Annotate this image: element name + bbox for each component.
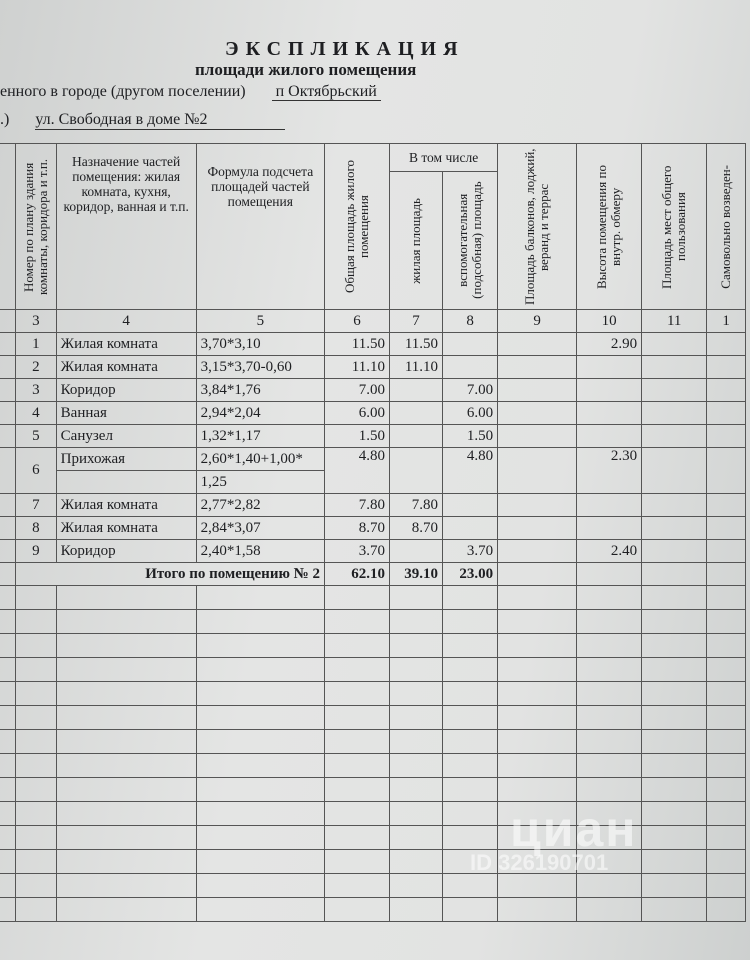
col-header-3: Номер по плану здания комнаты, коридора … (15, 143, 57, 310)
empty-row (0, 825, 746, 850)
col-header-12: Самовольно возведен- (706, 143, 746, 310)
empty-row (0, 873, 746, 898)
empty-row (0, 777, 746, 802)
col-header-7: жилая площадь (388, 171, 444, 310)
table-row: 4 Ванная 2,94*2,04 6.00 6.00 (0, 401, 746, 425)
total-row: Итого по помещению № 2 62.10 39.10 23.00 (0, 562, 746, 586)
empty-row (0, 729, 746, 754)
table-row: 8 Жилая комната 2,84*3,07 8.70 8.70 (0, 516, 746, 540)
empty-row (0, 633, 746, 658)
col-header-0 (0, 143, 17, 310)
explication-table: Номер по плану здания комнаты, коридора … (0, 142, 746, 922)
empty-row (0, 849, 746, 874)
table-row: 3 Коридор 3,84*1,76 7.00 7.00 (0, 378, 746, 402)
address-line: .) ул. Свободная в доме №2 (0, 111, 286, 130)
col-header-6: Общая площадь жилого помещения (324, 143, 390, 310)
group-header: В том числе (388, 142, 499, 173)
col-header-5: Формула подсчета площадей частей помещен… (195, 143, 326, 310)
document-title: ЭКСПЛИКАЦИЯ (225, 38, 465, 60)
watermark: циан ID 326190701 (470, 801, 638, 875)
empty-row (0, 897, 746, 922)
col-header-9: Площадь балконов, лоджий, веранд и терра… (497, 143, 578, 310)
empty-row (0, 585, 746, 610)
col-header-10: Высота помещения по внутр. обмеру (576, 143, 643, 310)
col-header-8: вспомогательная (подсобная) площадь (442, 171, 499, 310)
address-value: ул. Свободная в доме №2 (35, 111, 286, 130)
location-line: енного в городе (другом поселении) п Окт… (0, 83, 381, 101)
empty-row (0, 657, 746, 682)
table-row: 9 Коридор 2,40*1,58 3.70 3.70 2.40 (0, 539, 746, 563)
empty-row (0, 753, 746, 778)
empty-row (0, 681, 746, 706)
table-row: 5 Санузел 1,32*1,17 1.50 1.50 (0, 424, 746, 448)
table-row: 2 Жилая комната 3,15*3,70-0,60 11.10 11.10 (0, 355, 746, 379)
table-row: 1 Жилая комната 3,70*3,10 11.50 11.50 2.90 (0, 332, 746, 356)
col-header-11: Площадь мест общего пользования (641, 143, 708, 310)
table-row: 7 Жилая комната 2,77*2,82 7.80 7.80 (0, 493, 746, 517)
settlement-value: п Октябрьский (271, 83, 381, 101)
col-header-4: Назначение частей помещения: жилая комна… (55, 143, 197, 310)
empty-row (0, 705, 746, 730)
empty-row (0, 609, 746, 634)
document-subtitle: площади жилого помещения (195, 60, 417, 79)
table-row-continuation: 1,25 (0, 470, 746, 494)
table-row: 6 Прихожая 2,60*1,40+1,00* 4.80 4.80 2.30 (0, 447, 746, 494)
